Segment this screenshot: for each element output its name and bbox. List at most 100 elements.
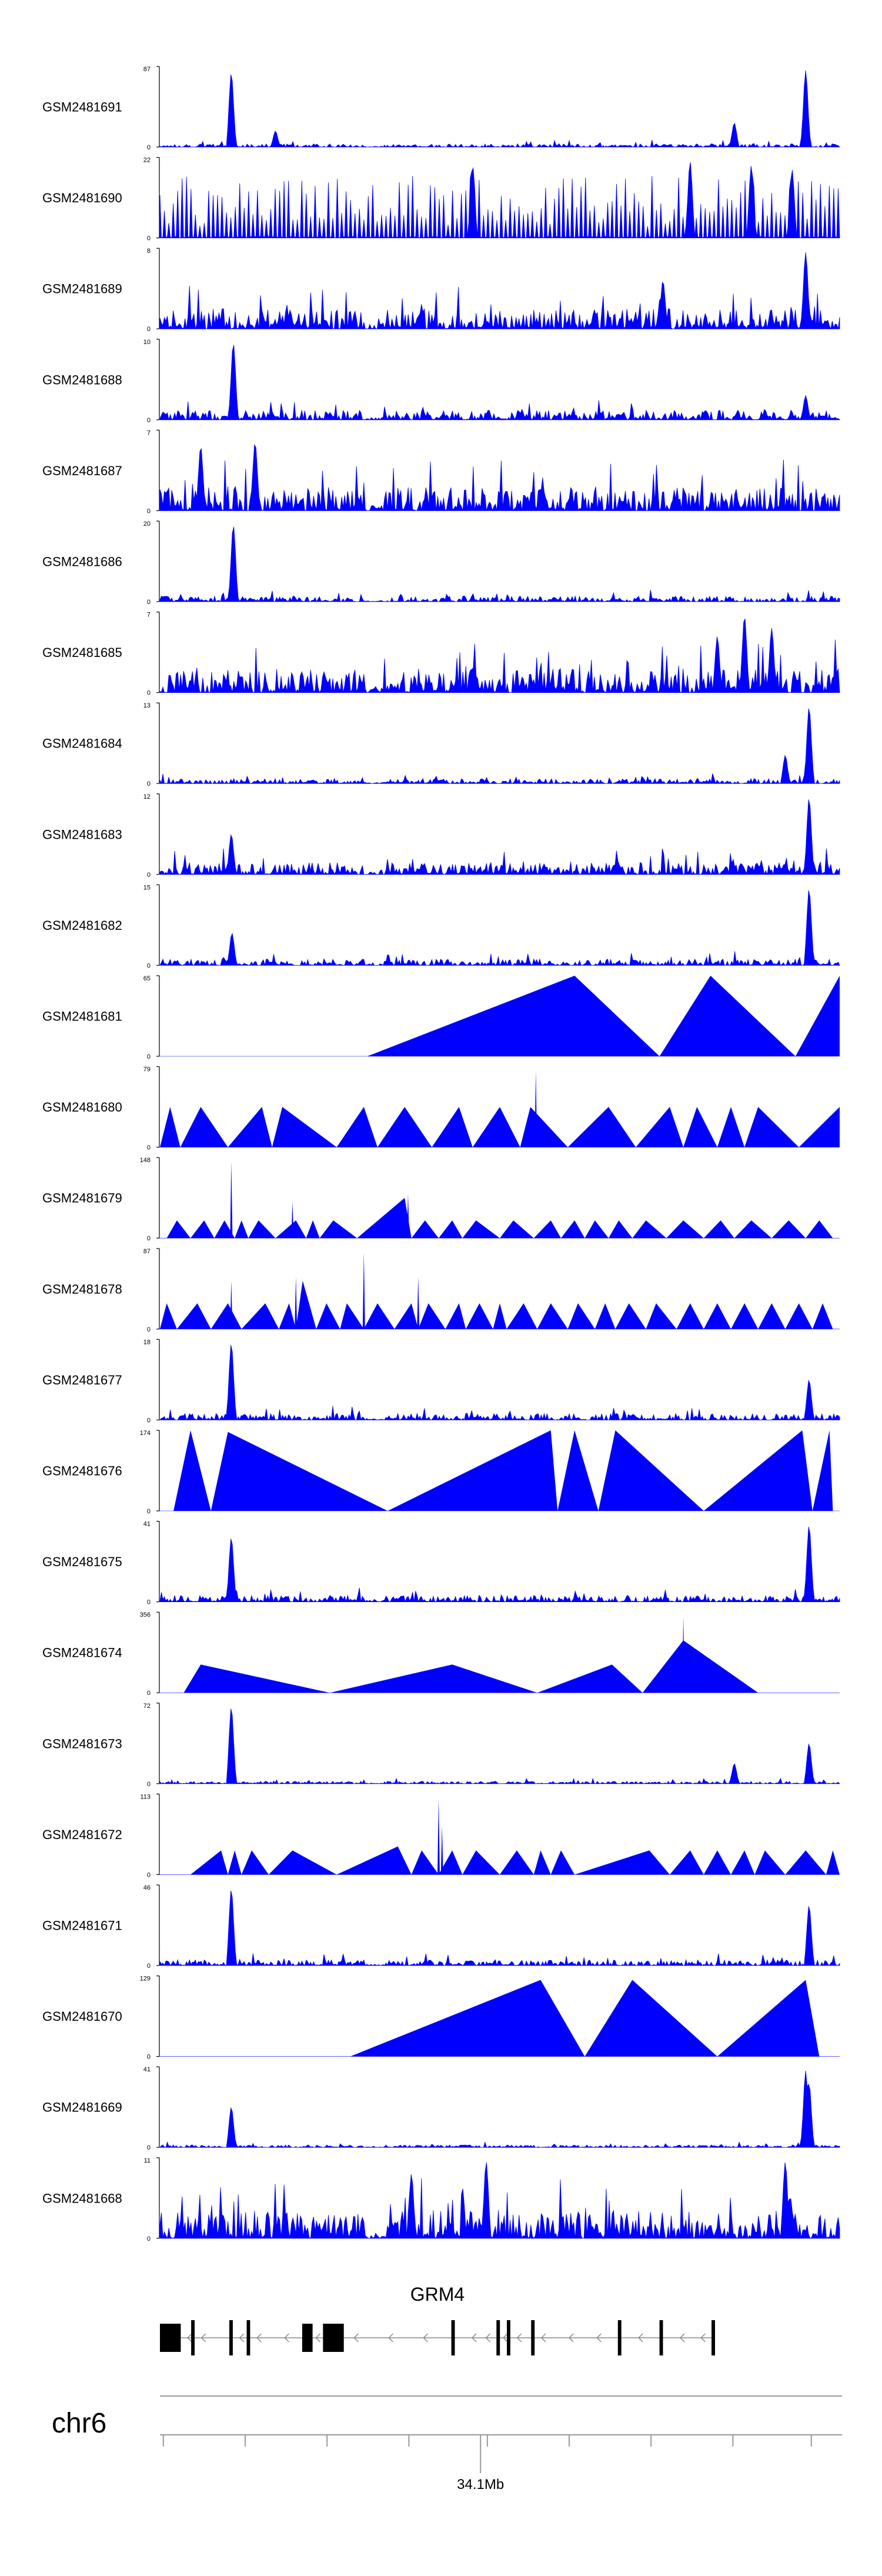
coverage-block (438, 1220, 463, 1239)
coverage-tracks: GSM2481691870GSM2481690220GSM248168980GS… (42, 66, 841, 2243)
coverage-peak (295, 1276, 298, 1329)
coverage-block (826, 1850, 840, 1875)
coverage-block (180, 1107, 228, 1147)
coverage-block (659, 976, 796, 1056)
track-min-label: 0 (147, 1235, 151, 1242)
coverage-block (160, 1303, 177, 1329)
track-label: GSM2481676 (42, 1464, 122, 1479)
track-GSM2481678: GSM2481678 87 0 (42, 1248, 840, 1333)
track-GSM2481669: GSM2481669 41 0 (42, 2066, 840, 2151)
track-max-label: 18 (143, 1339, 151, 1346)
track-label: GSM2481680 (42, 1100, 122, 1115)
track-GSM2481668: GSM2481668 11 0 (42, 2157, 840, 2243)
track-label: GSM2481679 (42, 1191, 122, 1206)
strand-arrow (471, 2333, 477, 2343)
track-min-label: 0 (147, 144, 151, 151)
gene-exon (659, 2320, 663, 2355)
track-label: GSM2481683 (42, 827, 122, 842)
track-label: GSM2481691 (42, 100, 122, 115)
track-GSM2481684: GSM2481684 13 0 (42, 702, 840, 788)
strand-arrow (540, 2333, 546, 2343)
track-GSM2481676: GSM2481676 174 0 (42, 1430, 840, 1515)
coverage-block (493, 1303, 507, 1329)
track-label: GSM2481670 (42, 2009, 122, 2024)
track-GSM2481686: GSM2481686 20 0 (42, 520, 840, 606)
coverage-block (799, 1107, 840, 1147)
coverage-block (703, 1220, 734, 1239)
coverage-block (418, 1303, 446, 1329)
coverage-signal (159, 70, 840, 148)
strand-arrow (516, 2333, 522, 2343)
track-max-label: 148 (140, 1157, 151, 1164)
coverage-block (561, 1220, 585, 1239)
gene-exon (496, 2320, 500, 2355)
track-max-label: 356 (140, 1611, 151, 1619)
coverage-peak (291, 1202, 294, 1239)
coverage-block (636, 1107, 684, 1147)
coverage-block (296, 1280, 316, 1329)
track-min-label: 0 (147, 1599, 151, 1606)
track-min-label: 0 (147, 1781, 151, 1788)
coverage-block (806, 1220, 833, 1239)
track-GSM2481675: GSM2481675 41 0 (42, 1521, 840, 1606)
track-max-label: 41 (143, 2066, 151, 2073)
coverage-peak (534, 1070, 537, 1147)
coverage-block (717, 1107, 745, 1147)
coverage-block (367, 976, 660, 1056)
track-label: GSM2481685 (42, 645, 122, 660)
track-min-label: 0 (147, 508, 151, 515)
track-GSM2481682: GSM2481682 15 0 (42, 884, 840, 969)
coverage-signal (159, 162, 840, 239)
coverage-block (550, 1850, 575, 1875)
track-max-label: 79 (143, 1066, 151, 1073)
track-label: GSM2481672 (42, 1827, 122, 1842)
track-min-label: 0 (147, 1871, 151, 1878)
track-label: GSM2481669 (42, 2100, 122, 2115)
track-GSM2481683: GSM2481683 12 0 (42, 793, 840, 879)
track-min-label: 0 (147, 1963, 151, 1970)
track-max-label: 7 (147, 612, 151, 619)
strand-arrow (187, 2333, 192, 2343)
track-min-label: 0 (147, 326, 151, 333)
coverage-block (594, 1303, 616, 1329)
strand-arrow (569, 2333, 574, 2343)
track-min-label: 0 (147, 2144, 151, 2151)
track-label: GSM2481689 (42, 282, 122, 296)
coverage-block (438, 1850, 463, 1875)
coverage-block (683, 1107, 717, 1147)
track-min-label: 0 (147, 2054, 151, 2061)
coverage-block (500, 1220, 534, 1239)
track-GSM2481690: GSM2481690 22 0 (42, 157, 840, 242)
coverage-signal (159, 443, 840, 512)
track-GSM2481672: GSM2481672 113 0 (42, 1793, 840, 1878)
strand-arrow (679, 2333, 685, 2343)
track-max-label: 129 (140, 1976, 151, 1983)
coverage-block (330, 1664, 537, 1693)
gene-exon (191, 2320, 195, 2355)
track-GSM2481691: GSM2481691 87 0 (42, 66, 840, 151)
coverage-block (411, 1850, 439, 1875)
coverage-peak (437, 1798, 440, 1875)
track-GSM2481687: GSM2481687 7 0 (42, 429, 840, 515)
track-min-label: 0 (147, 1508, 151, 1515)
coverage-signal (159, 619, 840, 693)
coverage-block (241, 1850, 269, 1875)
coverage-block (812, 1303, 833, 1329)
track-min-label: 0 (147, 235, 151, 242)
track-GSM2481670: GSM2481670 129 0 (42, 1976, 840, 2061)
strand-arrow (315, 2333, 321, 2343)
coverage-block (744, 1107, 799, 1147)
track-label: GSM2481668 (42, 2191, 122, 2205)
coverage-signal (159, 2162, 840, 2239)
strand-arrow (201, 2333, 206, 2343)
strand-arrow (353, 2333, 359, 2343)
track-label: GSM2481678 (42, 1282, 122, 1296)
coverage-block (160, 1107, 181, 1147)
coverage-block (632, 1220, 667, 1239)
track-label: GSM2481688 (42, 372, 122, 387)
coverage-block (272, 1107, 337, 1147)
coverage-block (340, 1303, 364, 1329)
gene-exon (531, 2320, 535, 2355)
coverage-block (537, 1303, 568, 1329)
